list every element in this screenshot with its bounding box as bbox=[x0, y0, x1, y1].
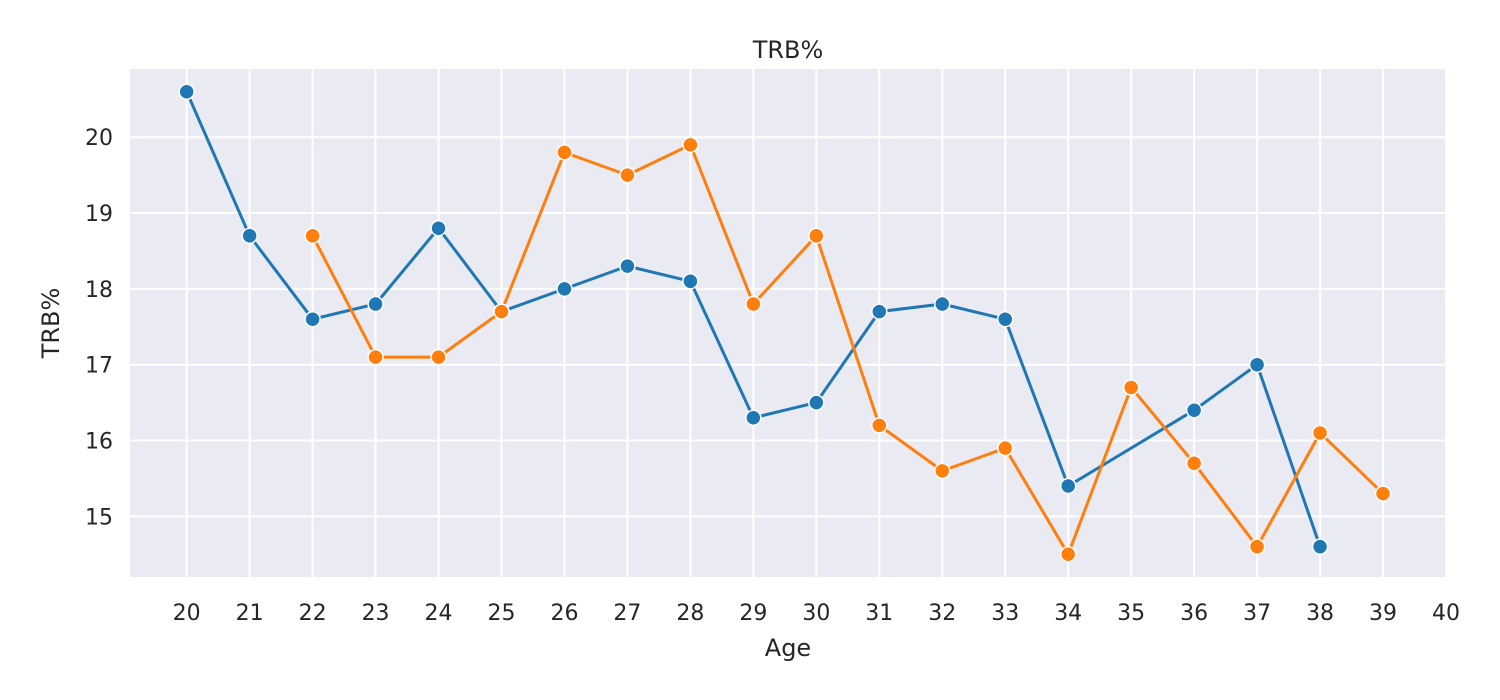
data-point bbox=[682, 273, 699, 290]
data-point bbox=[934, 462, 951, 480]
x-tick-label: 27 bbox=[613, 601, 641, 626]
data-point bbox=[619, 257, 636, 275]
data-point bbox=[871, 417, 888, 434]
x-tick-label: 40 bbox=[1432, 601, 1460, 626]
data-point bbox=[1122, 379, 1140, 396]
x-tick-label: 29 bbox=[739, 601, 767, 626]
data-point bbox=[304, 310, 321, 328]
y-tick-label: 16 bbox=[85, 430, 113, 455]
x-tick-label: 32 bbox=[928, 601, 956, 626]
data-point bbox=[241, 227, 258, 245]
y-tick-label: 15 bbox=[85, 505, 113, 530]
x-tick-label: 25 bbox=[488, 601, 516, 626]
y-tick-label: 18 bbox=[85, 278, 113, 303]
series-line bbox=[311, 143, 1385, 556]
data-point bbox=[745, 295, 762, 313]
x-tick-label: 38 bbox=[1306, 601, 1334, 626]
series-layer bbox=[178, 83, 1392, 563]
data-point bbox=[1248, 356, 1266, 373]
x-tick-label: 28 bbox=[676, 601, 704, 626]
y-tick-label: 17 bbox=[85, 354, 113, 379]
data-point bbox=[430, 348, 447, 366]
y-tick-label: 20 bbox=[85, 126, 113, 151]
x-tick-label: 20 bbox=[173, 601, 201, 626]
data-point bbox=[871, 303, 888, 320]
x-tick-label: 24 bbox=[425, 601, 453, 626]
x-tick-label: 26 bbox=[550, 601, 578, 626]
plot-area bbox=[130, 69, 1446, 577]
data-point bbox=[808, 227, 825, 245]
x-tick-label: 35 bbox=[1117, 601, 1145, 626]
data-point bbox=[1311, 538, 1329, 555]
y-tick-label: 19 bbox=[85, 202, 113, 227]
data-point bbox=[1311, 424, 1329, 442]
x-tick-label: 22 bbox=[299, 601, 327, 626]
data-point bbox=[1059, 546, 1077, 563]
x-tick-label: 36 bbox=[1180, 601, 1208, 626]
series-2 bbox=[304, 136, 1392, 563]
x-tick-label: 23 bbox=[362, 601, 390, 626]
series-1 bbox=[178, 83, 1329, 555]
x-tick-label: 33 bbox=[991, 601, 1019, 626]
x-axis-label: Age bbox=[765, 634, 811, 662]
chart-title: TRB% bbox=[752, 36, 824, 64]
data-point bbox=[1185, 401, 1203, 419]
data-point bbox=[934, 295, 951, 313]
x-tick-label: 31 bbox=[865, 601, 893, 626]
data-point bbox=[996, 310, 1014, 328]
y-axis-label: TRB% bbox=[37, 288, 65, 360]
x-axis-ticks: 20 21 22 23 24 25 26 27 28 29 30 31 32 33 34 35 36 37 38 39… bbox=[173, 601, 1460, 626]
x-tick-label: 39 bbox=[1369, 601, 1397, 626]
data-point bbox=[1059, 477, 1077, 495]
data-point bbox=[493, 303, 510, 320]
x-tick-label: 30 bbox=[802, 601, 830, 626]
data-point bbox=[996, 439, 1014, 457]
data-point bbox=[430, 219, 447, 237]
data-point bbox=[556, 144, 573, 161]
data-point bbox=[619, 166, 636, 184]
series-line bbox=[185, 91, 1322, 548]
data-point bbox=[178, 83, 195, 100]
data-point bbox=[1185, 455, 1203, 472]
x-tick-label: 34 bbox=[1054, 601, 1082, 626]
data-point bbox=[367, 295, 384, 313]
data-point bbox=[682, 136, 699, 154]
data-point bbox=[556, 280, 573, 298]
data-point bbox=[304, 227, 321, 245]
x-tick-label: 37 bbox=[1243, 601, 1271, 626]
x-tick-label: 21 bbox=[236, 601, 264, 626]
data-point bbox=[367, 348, 384, 366]
data-point bbox=[808, 394, 825, 411]
data-point bbox=[745, 409, 762, 427]
data-point bbox=[1374, 485, 1392, 502]
data-point bbox=[1248, 538, 1266, 555]
y-axis-ticks: 15 16 17 18 19 20 bbox=[85, 126, 113, 530]
